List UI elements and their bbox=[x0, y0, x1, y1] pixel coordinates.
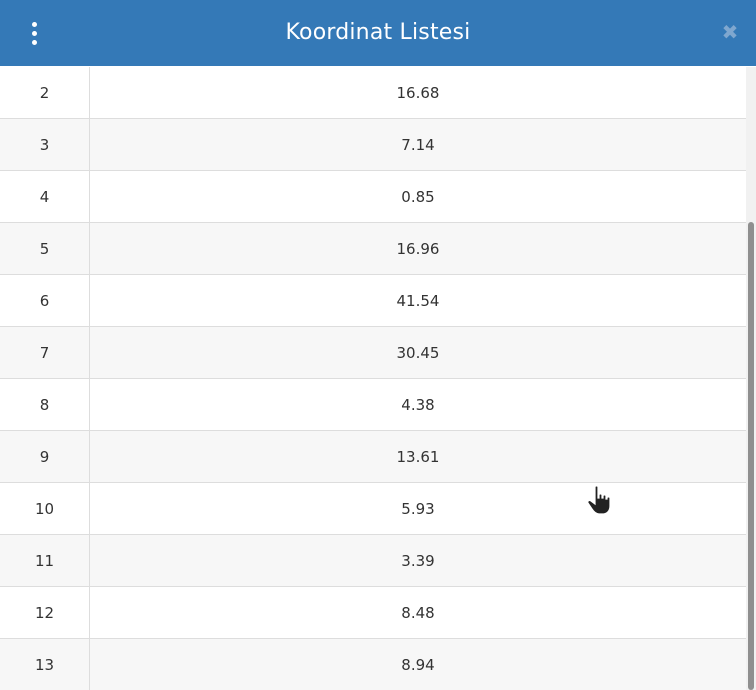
coordinate-table: 2 16.68 3 7.14 4 0.85 5 16.96 6 41.54 7 30.45 8 4.38 9… bbox=[0, 67, 746, 690]
row-number-cell: 10 bbox=[0, 482, 90, 535]
row-number-cell: 7 bbox=[0, 326, 90, 379]
value-cell: 16.96 bbox=[89, 222, 746, 275]
row-number-cell: 2 bbox=[0, 67, 90, 119]
row-number-cell: 5 bbox=[0, 222, 90, 275]
value-cell: 3.39 bbox=[89, 534, 746, 587]
row-number-cell: 8 bbox=[0, 378, 90, 431]
table-row[interactable]: 6 41.54 bbox=[0, 274, 746, 327]
table-row[interactable]: 2 16.68 bbox=[0, 67, 746, 119]
row-number-cell: 12 bbox=[0, 586, 90, 639]
menu-button[interactable] bbox=[20, 14, 48, 52]
value-cell: 0.85 bbox=[89, 170, 746, 223]
table-row[interactable]: 10 5.93 bbox=[0, 482, 746, 535]
table-row[interactable]: 9 13.61 bbox=[0, 430, 746, 483]
table-row[interactable]: 3 7.14 bbox=[0, 118, 746, 171]
value-cell: 8.94 bbox=[89, 638, 746, 690]
hand-pointer-icon bbox=[587, 485, 611, 515]
table-row[interactable]: 4 0.85 bbox=[0, 170, 746, 223]
value-cell: 5.93 bbox=[89, 482, 746, 535]
vertical-scrollbar[interactable] bbox=[746, 67, 756, 690]
row-number-cell: 4 bbox=[0, 170, 90, 223]
value-cell: 4.38 bbox=[89, 378, 746, 431]
vertical-ellipsis-icon bbox=[31, 30, 37, 36]
value-cell: 7.14 bbox=[89, 118, 746, 171]
table-row[interactable]: 11 3.39 bbox=[0, 534, 746, 587]
table-row[interactable]: 13 8.94 bbox=[0, 638, 746, 690]
table-row[interactable]: 7 30.45 bbox=[0, 326, 746, 379]
value-cell: 16.68 bbox=[89, 67, 746, 119]
row-number-cell: 13 bbox=[0, 638, 90, 690]
scrollbar-thumb[interactable] bbox=[748, 222, 754, 690]
close-icon: ✖ bbox=[721, 20, 739, 44]
value-cell: 13.61 bbox=[89, 430, 746, 483]
table-row[interactable]: 12 8.48 bbox=[0, 586, 746, 639]
dialog-title: Koordinat Listesi bbox=[285, 20, 471, 45]
row-number-cell: 9 bbox=[0, 430, 90, 483]
value-cell: 41.54 bbox=[89, 274, 746, 327]
dialog-header: Koordinat Listesi ✖ bbox=[0, 0, 756, 66]
value-cell: 30.45 bbox=[89, 326, 746, 379]
vertical-ellipsis-icon bbox=[31, 39, 37, 45]
vertical-ellipsis-icon bbox=[31, 21, 37, 27]
table-row[interactable]: 8 4.38 bbox=[0, 378, 746, 431]
close-button[interactable]: ✖ bbox=[716, 18, 744, 46]
row-number-cell: 3 bbox=[0, 118, 90, 171]
coordinate-table-container[interactable]: 2 16.68 3 7.14 4 0.85 5 16.96 6 41.54 7 30.45 8 4.38 9… bbox=[0, 67, 746, 690]
value-cell: 8.48 bbox=[89, 586, 746, 639]
row-number-cell: 6 bbox=[0, 274, 90, 327]
table-row[interactable]: 5 16.96 bbox=[0, 222, 746, 275]
row-number-cell: 11 bbox=[0, 534, 90, 587]
